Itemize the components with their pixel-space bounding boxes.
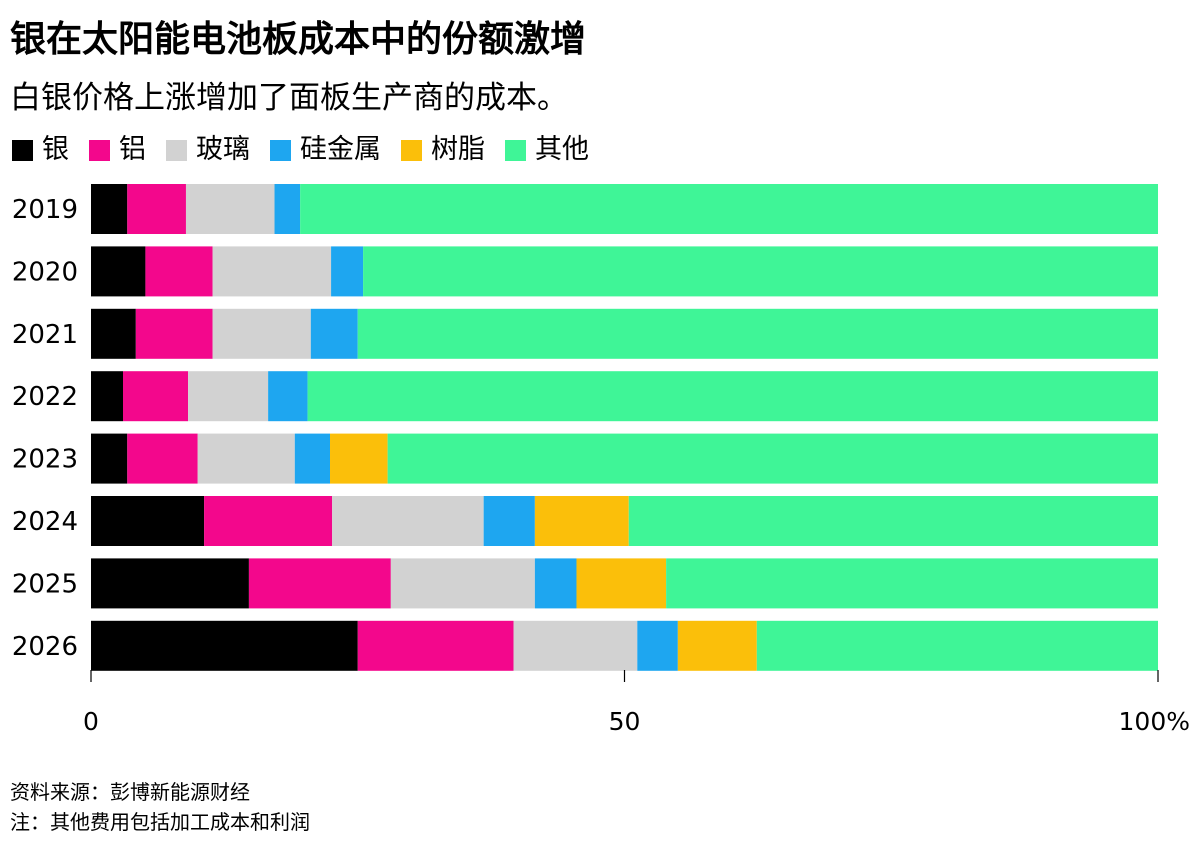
legend-swatch-silver [12,139,33,161]
y-tick-label-2026: 2026 [12,632,78,662]
y-tick-label-2023: 2023 [12,445,78,475]
bar-row-2023 [91,433,1159,484]
legend-item-glass: 玻璃 [166,132,250,168]
legend-swatch-aluminum [89,139,110,161]
legend-label-other: 其他 [535,134,589,165]
bar-2020-aluminum [145,246,213,297]
bar-2021-other [357,308,1158,359]
bar-2022-aluminum [123,371,189,422]
chart-title: 银在太阳能电池板成本中的份额激增 [10,19,587,60]
y-tick-label-2024: 2024 [12,507,78,537]
legend-swatch-other [505,139,526,161]
bar-row-2019 [91,184,1159,234]
bar-2020-silver [91,246,146,297]
bar-2022-silver [91,371,124,422]
bar-2023-silicon-metal [294,433,331,484]
bar-2020-glass [212,246,332,297]
legend-swatch-glass [166,139,187,161]
bar-2021-silicon-metal [310,308,358,359]
bar-2023-aluminum [127,433,198,484]
bar-2019-aluminum [127,184,186,234]
bar-2024-aluminum [204,496,333,546]
bar-2026-silver [91,620,358,671]
bar-2026-other [756,620,1158,671]
y-tick-label-2019: 2019 [12,195,78,225]
bar-2022-other [307,371,1158,422]
bar-2026-glass [513,620,638,671]
y-tick-label-2025: 2025 [12,569,78,599]
bar-row-2022 [91,371,1158,422]
bar-2020-other [363,246,1159,297]
bar-2025-resin [576,558,667,609]
y-tick-label-2020: 2020 [12,257,78,287]
legend-item-other: 其他 [505,132,589,168]
legend-label-glass: 玻璃 [196,134,250,165]
legend-item-resin: 树脂 [401,132,485,168]
bar-2021-glass [212,308,311,359]
source-note: 资料来源：彭博新能源财经 [10,780,250,804]
legend-swatch-silicon-metal [270,139,291,161]
bar-2025-glass [390,558,535,609]
bar-2019-silver [91,184,128,234]
legend-swatch-resin [401,139,422,161]
bar-2024-other [628,496,1158,546]
footnote: 注：其他费用包括加工成本和利润 [10,810,310,834]
bar-row-2026 [91,620,1158,671]
bar-2019-silicon-metal [274,184,301,234]
legend-label-resin: 树脂 [431,134,485,165]
bar-2023-other [387,433,1159,484]
bar-2024-silicon-metal [483,496,535,546]
legend-item-silicon-metal: 硅金属 [270,132,381,168]
bar-2022-silicon-metal [268,371,308,422]
y-tick-label-2022: 2022 [12,382,78,412]
bar-2026-silicon-metal [637,620,678,671]
bar-2025-silicon-metal [534,558,577,609]
legend-label-aluminum: 铝 [119,134,146,165]
bar-row-2021 [91,308,1158,359]
bar-2025-silver [91,558,249,609]
x-tick-label-50: 50 [609,707,641,736]
bar-2025-other [666,558,1158,609]
bar-2024-glass [332,496,484,546]
x-tick-label-0: 0 [83,707,99,736]
bar-row-2025 [91,558,1158,609]
legend-item-aluminum: 铝 [89,132,146,168]
bar-row-2020 [91,246,1159,297]
legend: 银 铝 玻璃 硅金属 树脂 其他 [12,130,609,170]
bar-row-2024 [91,496,1158,546]
bar-2023-resin [330,433,388,484]
bar-2021-silver [91,308,136,359]
legend-item-silver: 银 [12,132,69,168]
bar-2024-silver [91,496,205,546]
bar-2022-glass [188,371,269,422]
bar-2023-silver [91,433,128,484]
legend-label-silver: 银 [42,134,69,165]
y-tick-label-2021: 2021 [12,320,78,350]
bar-2026-aluminum [357,620,514,671]
bar-2024-resin [534,496,629,546]
bar-2020-silicon-metal [331,246,364,297]
bar-2026-resin [677,620,757,671]
legend-label-silicon-metal: 硅金属 [300,134,381,165]
bar-2019-other [300,184,1159,234]
bar-2023-glass [197,433,295,484]
bar-2019-glass [185,184,275,234]
bar-2025-aluminum [248,558,391,609]
chart-subtitle: 白银价格上涨增加了面板生产商的成本。 [10,80,568,116]
bar-2021-aluminum [135,308,213,359]
x-tick-label-100: 100% [1119,707,1190,736]
